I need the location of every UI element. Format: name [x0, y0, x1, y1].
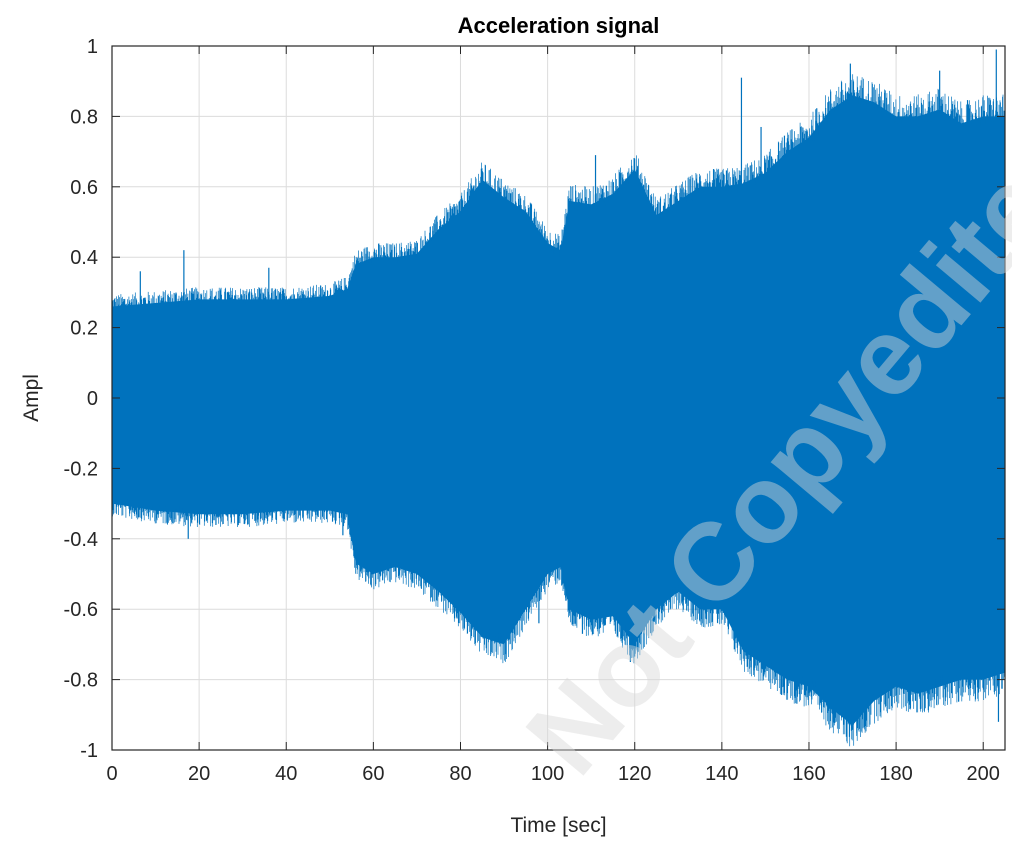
- x-tick-label: 0: [106, 763, 117, 785]
- x-tick-label: 200: [967, 763, 1000, 785]
- chart-title: Acceleration signal: [458, 13, 660, 38]
- y-tick-label: 0.2: [70, 318, 98, 340]
- x-tick-label: 160: [792, 763, 825, 785]
- x-axis-label: Time [sec]: [510, 814, 606, 837]
- y-tick-label: -0.4: [64, 529, 98, 551]
- x-tick-label: 100: [531, 763, 564, 785]
- y-axis-ticks: -1 -0.8 -0.6 -0.4 -0.2 0 0.2 0.4 0.6 0.8 1: [64, 36, 1005, 762]
- y-tick-label: 1: [87, 36, 98, 58]
- y-tick-label: -0.2: [64, 458, 98, 480]
- x-tick-label: 20: [188, 763, 210, 785]
- y-tick-label: 0.4: [70, 247, 98, 269]
- x-tick-label: 40: [275, 763, 297, 785]
- y-axis-label: Ampl: [20, 374, 43, 422]
- y-tick-label: -1: [80, 740, 98, 762]
- y-tick-label: -0.6: [64, 599, 98, 621]
- x-tick-label: 120: [618, 763, 651, 785]
- y-tick-label: 0.6: [70, 177, 98, 199]
- x-tick-label: 80: [449, 763, 471, 785]
- x-tick-label: 180: [879, 763, 912, 785]
- y-tick-label: 0.8: [70, 106, 98, 128]
- y-tick-label: 0: [87, 388, 98, 410]
- x-tick-label: 60: [362, 763, 384, 785]
- x-tick-label: 140: [705, 763, 738, 785]
- y-tick-label: -0.8: [64, 670, 98, 692]
- x-axis-ticks: 0 20 40 60 80 100 120 140 160 180 200: [106, 46, 1000, 785]
